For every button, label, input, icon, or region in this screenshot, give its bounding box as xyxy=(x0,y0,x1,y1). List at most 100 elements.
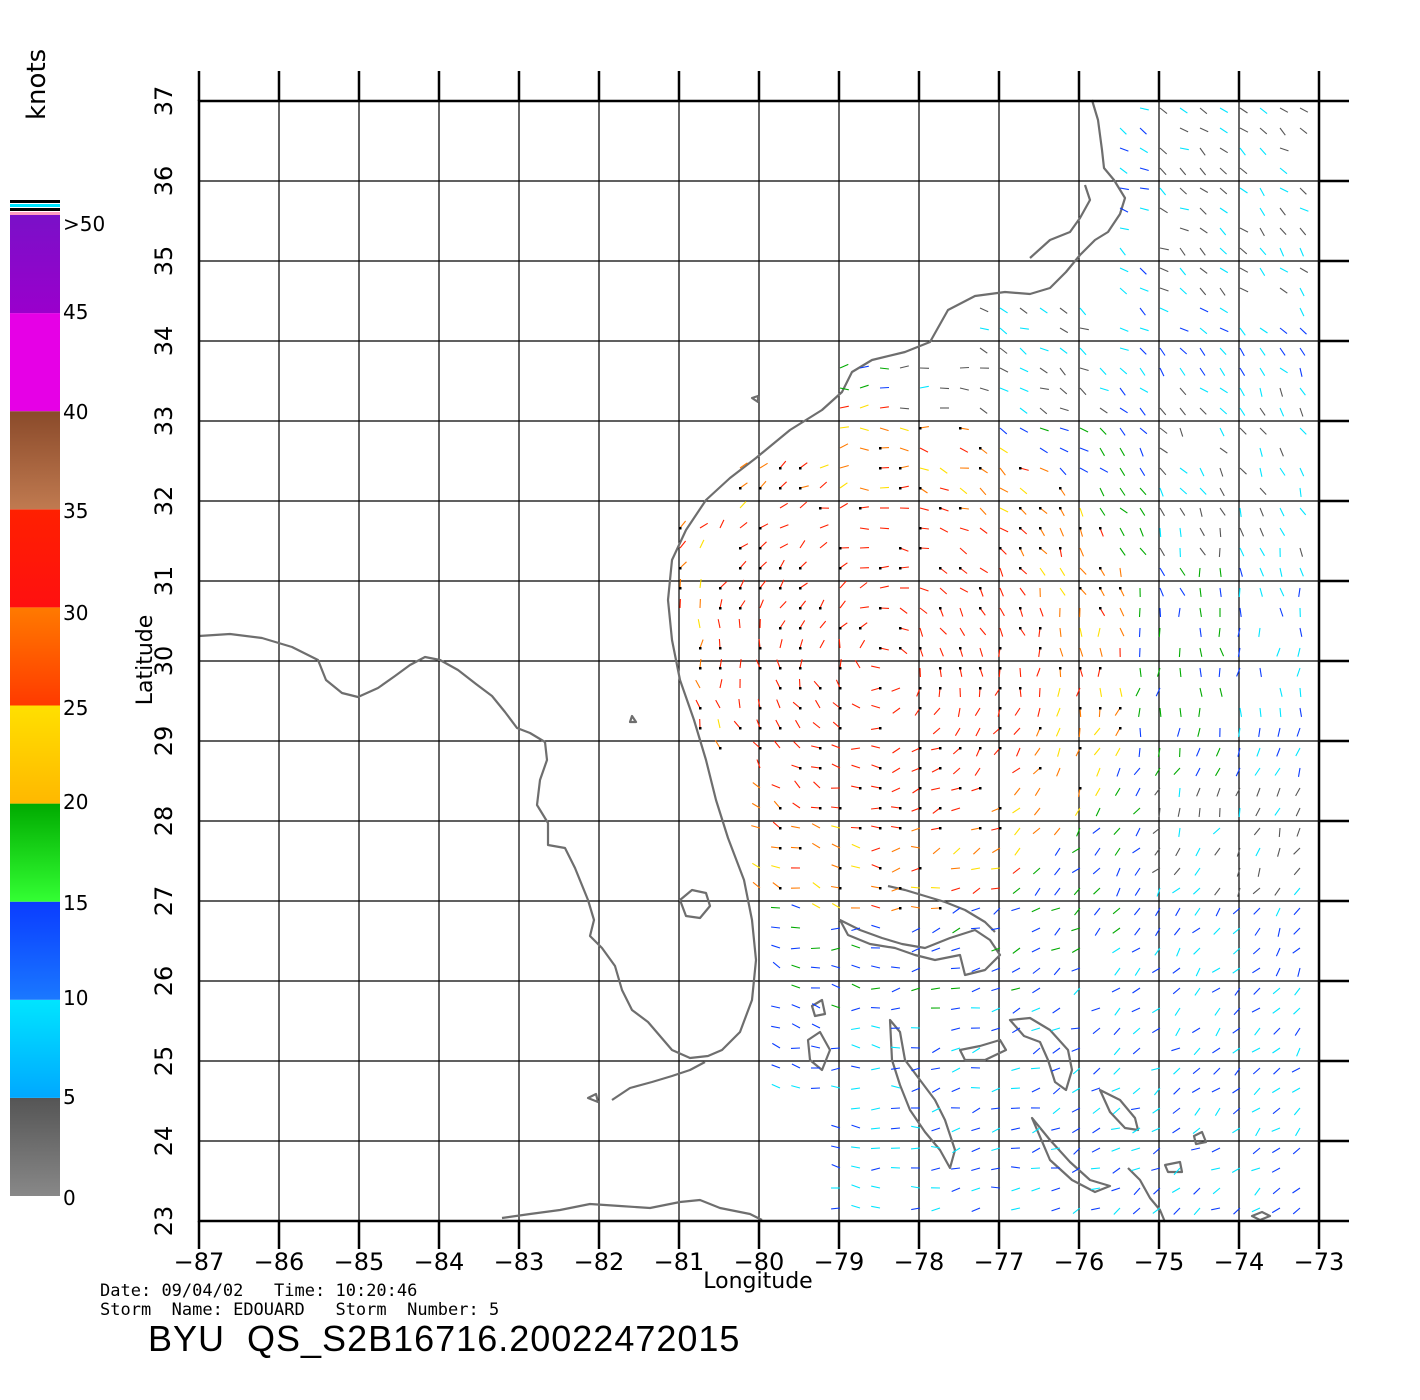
wind-barb xyxy=(911,967,921,973)
wind-barb xyxy=(1179,207,1189,211)
wind-barb xyxy=(1119,387,1126,396)
wind-barb xyxy=(1159,207,1168,214)
wind-barb xyxy=(1039,307,1048,314)
wind-barb xyxy=(771,784,781,789)
wind-barb xyxy=(1032,827,1041,835)
wind-barb xyxy=(1012,867,1021,874)
wind-barb xyxy=(1155,907,1161,917)
wind-barb xyxy=(1119,347,1129,351)
wind-barb xyxy=(1054,847,1061,856)
wind-barb xyxy=(1218,547,1221,558)
wind-barb xyxy=(717,619,721,629)
wind-barb xyxy=(1259,267,1266,276)
wind-barb xyxy=(1296,1047,1301,1057)
wind-barb xyxy=(931,1087,941,1093)
latitude-tick-label: 32 xyxy=(150,486,178,517)
wind-barb xyxy=(1299,227,1307,236)
wind-barb xyxy=(1114,787,1121,796)
wind-barb xyxy=(1031,1187,1041,1192)
wind-barb xyxy=(1297,647,1301,657)
wind-barb xyxy=(1299,467,1305,477)
latitude-tick-label: 37 xyxy=(150,86,178,117)
longitude-tick-label: −76 xyxy=(1054,1248,1105,1276)
wind-barb xyxy=(679,561,687,569)
wind-barb xyxy=(959,627,966,636)
wind-barb xyxy=(879,486,890,489)
wind-barb xyxy=(1112,907,1121,915)
wind-barb xyxy=(1216,787,1221,797)
wind-barb xyxy=(911,927,921,933)
wind-barb xyxy=(1059,447,1069,453)
wind-barb xyxy=(1119,327,1129,332)
wind-barb xyxy=(1093,1067,1101,1075)
wind-barb xyxy=(799,600,807,609)
rain-flag-dot xyxy=(959,667,962,670)
wind-barb xyxy=(1139,307,1146,316)
wind-barb xyxy=(839,502,848,509)
wind-barb xyxy=(1193,947,1201,955)
wind-barb xyxy=(759,580,767,589)
wind-barb xyxy=(1219,407,1228,415)
wind-barb xyxy=(911,1125,921,1129)
wind-barb xyxy=(859,527,869,530)
colorbar-stripe xyxy=(10,208,60,211)
wind-barb xyxy=(932,727,941,735)
rain-flag-dot xyxy=(819,607,822,610)
rain-flag-dot xyxy=(939,907,942,910)
wind-barb xyxy=(1119,167,1128,174)
wind-barb xyxy=(1177,807,1181,817)
rain-flag-dot xyxy=(779,887,782,890)
wind-barb xyxy=(1192,1127,1201,1135)
wind-barb xyxy=(1051,947,1061,951)
wind-barb xyxy=(1271,1207,1281,1214)
wind-barb xyxy=(1272,1187,1281,1195)
rain-flag-dot xyxy=(739,487,742,490)
wind-barb xyxy=(919,467,929,471)
wind-barb xyxy=(1179,407,1186,416)
wind-barb xyxy=(1199,247,1206,256)
wind-barb xyxy=(1139,367,1146,376)
wind-barb xyxy=(1132,1027,1141,1035)
wind-barb xyxy=(1019,587,1026,596)
wind-barb xyxy=(1099,367,1107,375)
wind-barb xyxy=(871,807,881,810)
rain-flag-dot xyxy=(1079,707,1082,710)
wind-barb xyxy=(931,1207,941,1212)
wind-barb xyxy=(1059,347,1068,354)
wind-barb xyxy=(1092,1127,1101,1134)
rain-flag-dot xyxy=(1019,527,1022,530)
wind-barb xyxy=(831,744,841,749)
wind-barb xyxy=(1079,387,1087,396)
wind-barb xyxy=(1213,927,1221,935)
wind-barb xyxy=(1235,787,1241,797)
wind-barb xyxy=(991,1027,1001,1032)
wind-barb xyxy=(890,1127,901,1130)
wind-barb xyxy=(1192,1067,1201,1075)
wind-barb xyxy=(1299,327,1307,335)
wind-barb xyxy=(1032,967,1041,974)
latitude-tick-label: 27 xyxy=(150,886,178,917)
wind-barb xyxy=(1199,207,1207,215)
rain-flag-dot xyxy=(1059,487,1062,490)
rain-flag-dot xyxy=(899,907,902,910)
wind-barb xyxy=(1232,1107,1241,1115)
wind-barb xyxy=(1059,467,1067,476)
wind-barb xyxy=(871,764,881,769)
rain-flag-dot xyxy=(979,587,982,590)
wind-barb xyxy=(999,447,1008,454)
wind-barb xyxy=(772,821,781,829)
wind-barb xyxy=(791,1004,801,1009)
wind-barb xyxy=(771,944,781,949)
wind-barb xyxy=(911,867,921,872)
wind-barb xyxy=(831,843,841,849)
wind-barb xyxy=(1097,627,1101,637)
rain-flag-dot xyxy=(679,587,682,590)
wind-barb xyxy=(1119,627,1125,637)
wind-barb xyxy=(1237,647,1241,657)
wind-barb xyxy=(859,404,869,409)
wind-barb xyxy=(1299,487,1302,497)
wind-barb xyxy=(1171,1187,1181,1193)
wind-barb xyxy=(1131,1007,1141,1013)
longitude-tick-labels: −87 −86 −85 −84 −83 −82 −81 −80 −79 −78 −77 −76 −75 −… xyxy=(174,1248,1345,1276)
rain-flag-dot xyxy=(699,667,702,670)
